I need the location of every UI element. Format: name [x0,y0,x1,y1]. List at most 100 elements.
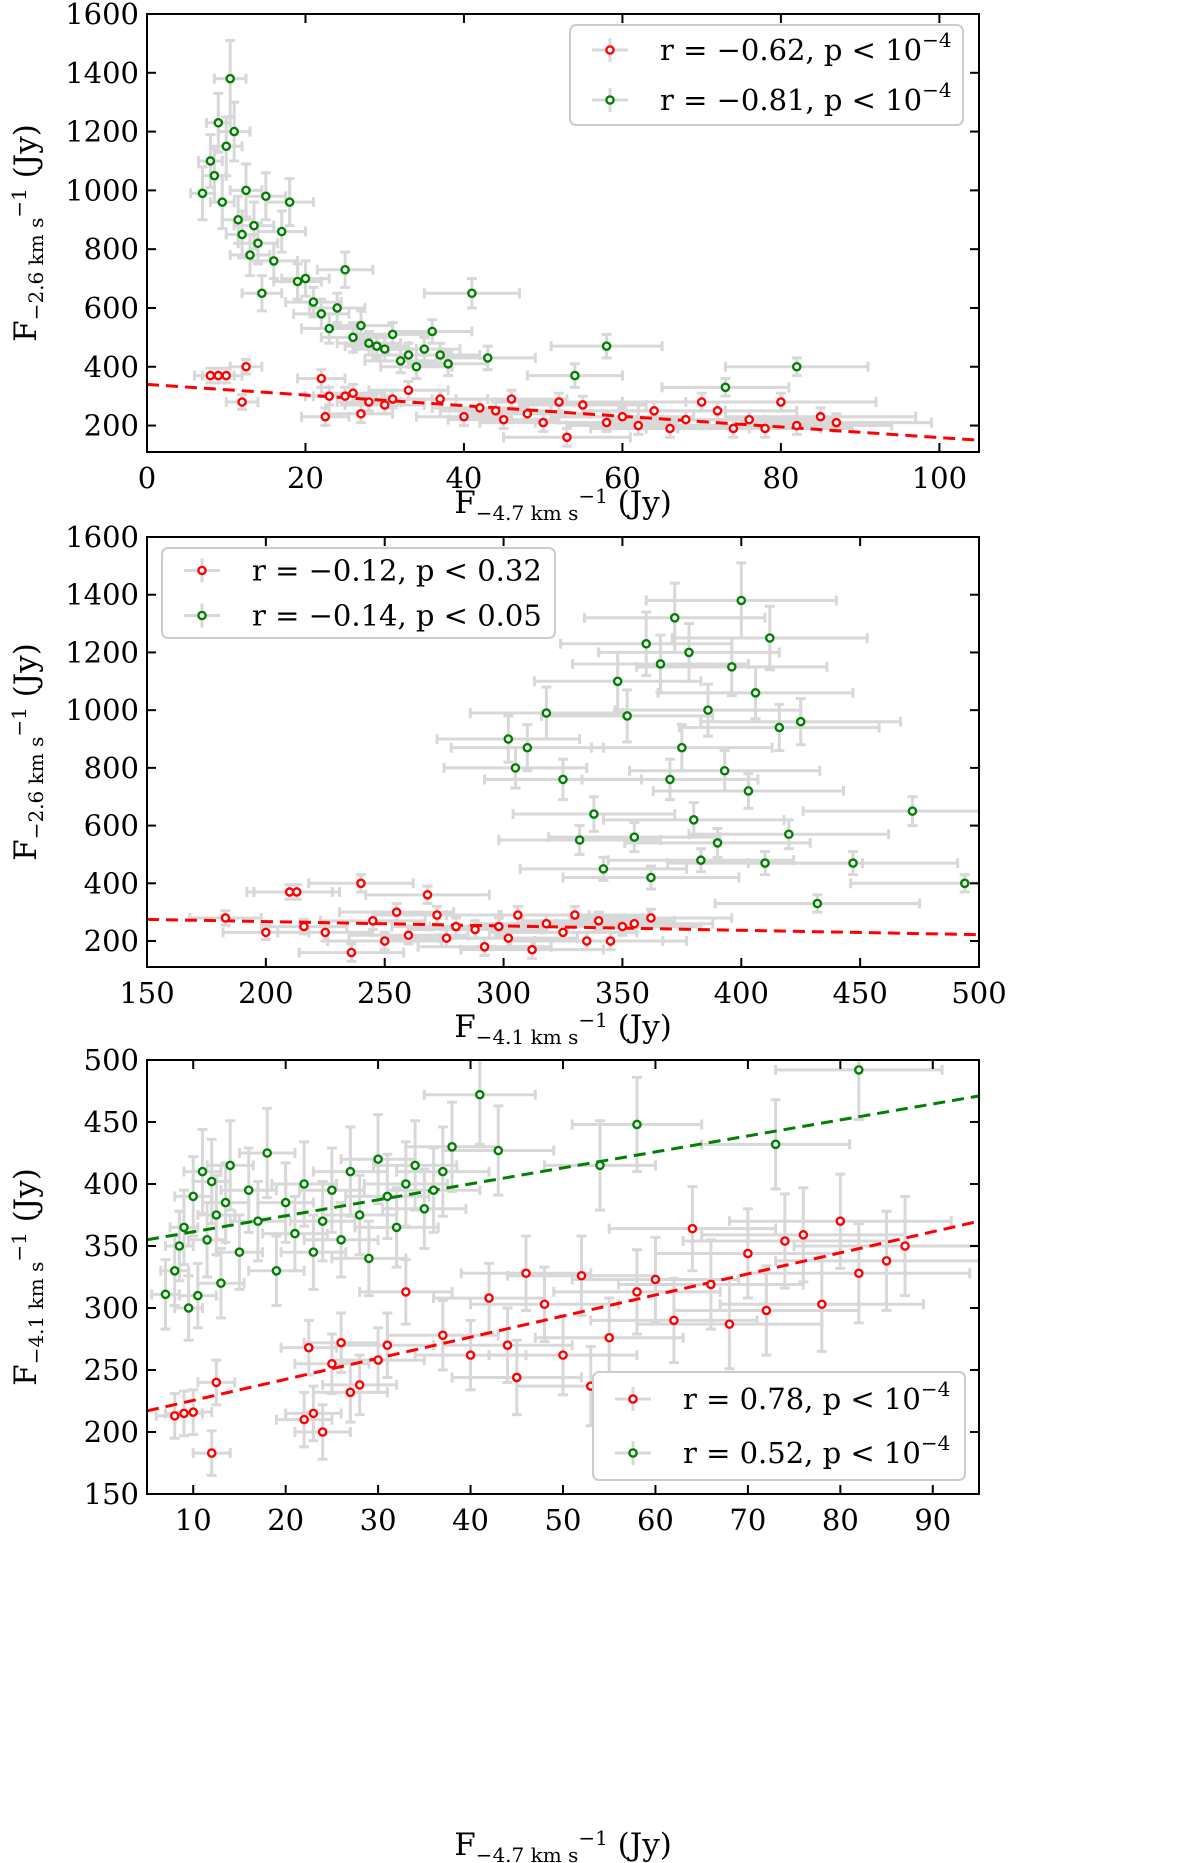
data-point [371,341,382,351]
data-point [379,936,390,946]
x-tick-label: 70 [729,1503,766,1537]
data-point [356,408,366,419]
data-point [539,1299,550,1310]
data-point [633,420,644,431]
data-point [712,838,723,848]
fit-line-series-1 [147,1094,979,1242]
fit-line-series-0 [147,1219,979,1413]
x-tick-label: 0 [138,461,156,495]
data-point [340,264,350,275]
data-point [612,676,623,687]
y-tick-label: 350 [84,1229,139,1263]
data-point [241,361,251,372]
data-point [522,408,533,419]
data-point [422,890,433,900]
data-point [774,722,785,733]
x-tick-label: 90 [914,1503,951,1537]
data-point [655,659,666,669]
legend-label-text: r = 0.78, p < 10 [683,1382,921,1416]
data-point [770,1139,781,1150]
y-axis-label: F−4.1 km s−1 (Jy) [7,1168,48,1386]
data-point [604,1332,615,1343]
x-axis-label-main: F [454,1827,476,1863]
data-point [229,126,239,137]
y-axis-label-subscript: −4.1 km s [24,1262,48,1365]
x-tick-label: 250 [357,976,412,1010]
data-point [382,1191,393,1202]
data-point [601,341,612,351]
data-point [581,936,592,946]
y-axis-label-main: F [8,320,44,342]
y-tick-label: 450 [84,1105,139,1139]
data-point [744,414,755,425]
data-point [188,1407,199,1417]
data-point [308,1247,319,1257]
panel-middle: 150 200 250 300 350 400 450 500 200 400 600 800 1000… [7,520,1007,1049]
data-point [812,898,823,909]
data-point [438,1166,448,1177]
data-point [435,394,445,404]
data-point [617,921,628,932]
data-point [348,332,358,343]
legend-marker [605,45,615,55]
legend-box [569,24,964,126]
x-tick-label: 300 [476,976,531,1010]
data-point [595,1160,605,1171]
data-point [401,1287,411,1297]
data-point [373,1355,383,1365]
data-point [291,887,302,897]
data-point [736,595,747,606]
y-axis-label: F−2.6 km s−1 (Jy) [7,643,48,861]
data-point [403,930,414,941]
y-tick-label: 1600 [65,520,139,554]
data-point [776,397,786,407]
data-point [234,1247,245,1257]
y-tick-label: 400 [84,1167,139,1201]
x-axis-label-tail: (Jy) [608,485,672,521]
data-point [605,936,616,946]
y-tick-label: 200 [84,1415,139,1449]
legend-box [592,1371,966,1481]
data-point [743,1248,753,1259]
errorbars-series-1 [150,1060,944,1342]
data-point [441,933,452,943]
data-point [649,406,659,416]
data-point [320,411,331,422]
data-point [959,878,970,889]
data-point [629,918,640,929]
data-point [364,338,374,349]
data-point [687,1223,698,1234]
data-point [688,815,699,825]
data-point [554,397,564,407]
data-point [411,361,422,372]
x-axis-label-superscript: −1 [578,1008,607,1032]
y-tick-label: 400 [84,350,139,384]
data-point [558,927,568,938]
data-point [482,353,493,363]
data-point [503,734,514,744]
y-tick-label: 600 [84,291,139,325]
y-axis-label-tail: (Jy) [8,643,44,707]
y-axis-label-superscript: −1 [7,707,31,736]
data-point [280,1197,291,1208]
data-point [249,220,259,231]
data-point [428,1185,439,1195]
data-point [364,1253,374,1264]
fit-line-series-0 [147,917,979,937]
x-tick-label: 40 [452,1503,489,1537]
data-point [340,391,350,401]
data-point [511,1372,522,1383]
data-point [510,763,521,773]
plot-frame [146,13,980,453]
x-axis-label-main: F [454,1009,476,1045]
y-tick-label: 200 [84,924,139,958]
data-point [245,250,255,260]
data-point [373,1154,383,1164]
data-point [646,872,656,883]
data-point [261,191,271,202]
data-point [401,1179,411,1189]
x-axis-label-superscript: −1 [578,1826,607,1850]
y-tick-label: 800 [84,232,139,266]
data-point [324,391,335,401]
data-point [570,370,580,381]
